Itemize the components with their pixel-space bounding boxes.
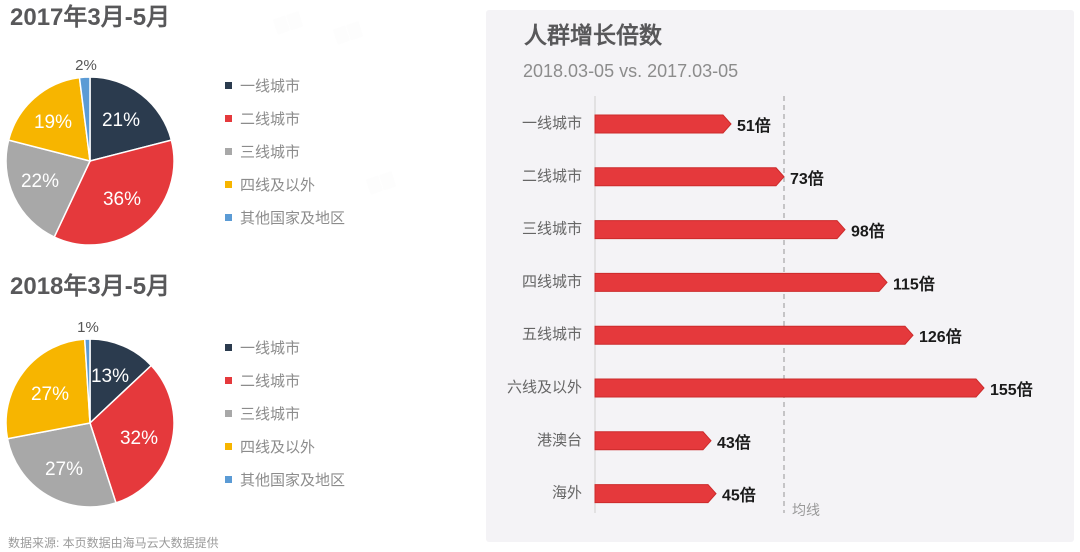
svg-text:二线城市: 二线城市 xyxy=(522,168,582,185)
svg-text:43倍: 43倍 xyxy=(717,433,751,452)
svg-text:19%: 19% xyxy=(34,112,72,133)
svg-text:36%: 36% xyxy=(103,189,141,210)
svg-text:港澳台: 港澳台 xyxy=(537,432,582,449)
svg-text:五线城市: 五线城市 xyxy=(522,326,582,343)
svg-text:45倍: 45倍 xyxy=(722,486,756,505)
svg-text:四线城市: 四线城市 xyxy=(522,273,582,290)
svg-text:一线城市: 一线城市 xyxy=(522,115,582,132)
svg-text:海外: 海外 xyxy=(552,485,582,502)
svg-text:98倍: 98倍 xyxy=(851,222,885,241)
svg-text:155倍: 155倍 xyxy=(990,380,1033,399)
svg-text:32%: 32% xyxy=(120,428,158,449)
svg-text:1%: 1% xyxy=(77,319,99,336)
svg-text:均线: 均线 xyxy=(792,502,820,518)
svg-text:21%: 21% xyxy=(102,110,140,131)
svg-text:27%: 27% xyxy=(45,459,83,480)
svg-text:13%: 13% xyxy=(91,366,129,387)
svg-text:三线城市: 三线城市 xyxy=(522,221,582,238)
svg-text:22%: 22% xyxy=(21,171,59,192)
svg-text:六线及以外: 六线及以外 xyxy=(507,379,582,396)
svg-text:2%: 2% xyxy=(75,57,97,74)
svg-text:73倍: 73倍 xyxy=(790,169,824,188)
svg-text:126倍: 126倍 xyxy=(919,327,962,346)
svg-text:115倍: 115倍 xyxy=(893,274,935,293)
svg-text:51倍: 51倍 xyxy=(737,116,771,135)
svg-text:27%: 27% xyxy=(31,384,69,405)
